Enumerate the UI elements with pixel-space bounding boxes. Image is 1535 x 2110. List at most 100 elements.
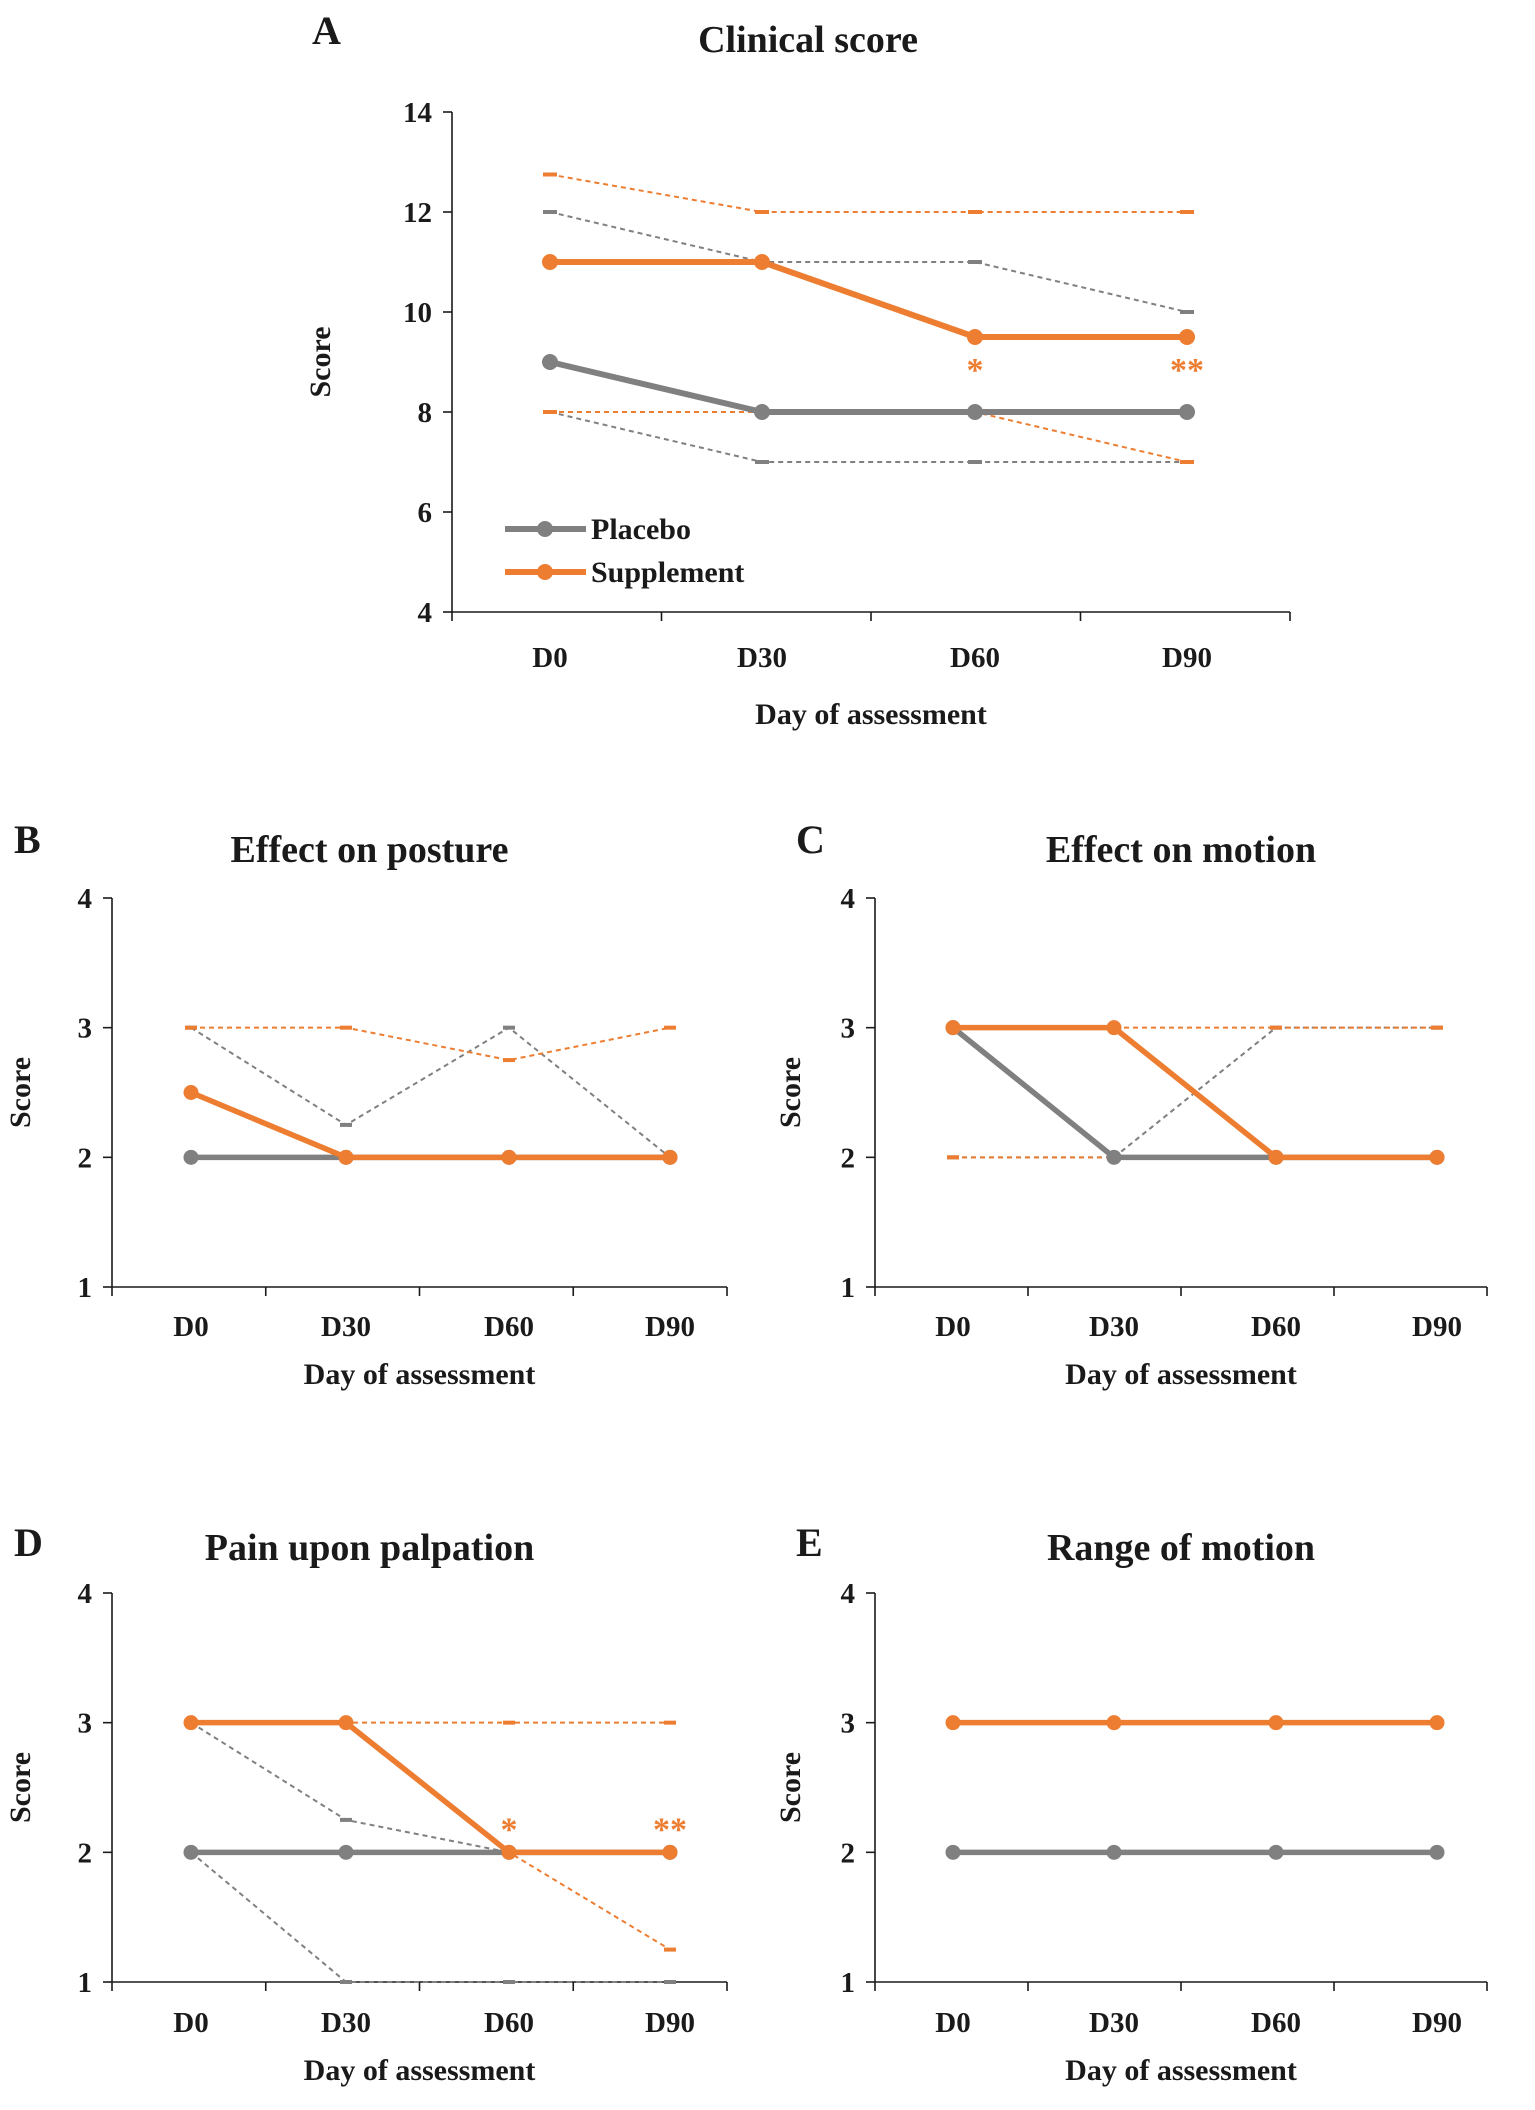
x-tick-label: D30 — [321, 2007, 371, 2039]
supplement-point — [967, 329, 983, 345]
y-axis-label: Score — [304, 326, 337, 397]
placebo-point — [1268, 1844, 1284, 1860]
x-tick-label: D90 — [1162, 642, 1212, 674]
supplement-point — [501, 1844, 517, 1860]
y-tick-label: 2 — [841, 1837, 856, 1869]
y-tick-label: 1 — [78, 1272, 93, 1304]
x-tick-label: D60 — [484, 1311, 534, 1343]
chart-title: Range of motion — [1047, 1527, 1315, 1569]
y-tick-label: 4 — [418, 597, 433, 629]
supplement-point — [754, 254, 770, 270]
placebo-point — [183, 1844, 199, 1860]
y-tick-label: 3 — [78, 1708, 93, 1740]
x-tick-label: D0 — [532, 642, 567, 674]
placebo-point — [542, 354, 558, 370]
supplement-point — [542, 254, 558, 270]
x-tick-label: D0 — [173, 1311, 208, 1343]
panel-letter: E — [796, 1520, 823, 1565]
placebo-point — [967, 404, 983, 420]
supplement-series-line — [191, 1719, 670, 1856]
placebo-lower-range-line — [190, 1851, 670, 1983]
supplement-lower-range-line — [191, 1721, 671, 1951]
panel-d: D Pain upon palpation 1 2 3 4 D0 D30 D60 D90 Day o… — [4, 1520, 728, 2087]
y-tick-label: 4 — [841, 883, 856, 915]
y-tick-label: 2 — [78, 1142, 93, 1174]
x-tick-label: D30 — [1089, 1311, 1139, 1343]
placebo-upper-range-line — [190, 1026, 671, 1159]
placebo-point — [338, 1844, 354, 1860]
legend-label-placebo: Placebo — [591, 513, 691, 546]
placebo-point — [754, 404, 770, 420]
x-tick-label: D90 — [1412, 2007, 1462, 2039]
supplement-point — [183, 1715, 199, 1731]
panel-a: A Clinical score 4 6 8 10 12 14 D0 D30 D60 D90 Day o… — [304, 8, 1291, 731]
y-tick-label: 14 — [403, 97, 432, 129]
supplement-point — [945, 1715, 961, 1731]
supplement-upper-range-line — [549, 173, 1187, 213]
x-tick-label: D60 — [1251, 1311, 1301, 1343]
y-tick-label: 4 — [78, 883, 93, 915]
y-tick-label: 3 — [841, 1708, 856, 1740]
supplement-series-line — [953, 1024, 1437, 1161]
x-tick-label: D90 — [1412, 1311, 1462, 1343]
supplement-upper-range-line — [191, 1026, 671, 1062]
placebo-point — [945, 1844, 961, 1860]
supplement-point — [338, 1715, 354, 1731]
y-tick-label: 6 — [418, 497, 433, 529]
supplement-point — [1268, 1715, 1284, 1731]
supplement-point — [1429, 1149, 1445, 1165]
chart-title: Clinical score — [698, 19, 918, 61]
x-tick-label: D90 — [645, 2007, 695, 2039]
supplement-point — [1106, 1020, 1122, 1036]
supplement-point — [501, 1149, 517, 1165]
y-tick-label: 2 — [78, 1837, 93, 1869]
x-axis-label: Day of assessment — [1065, 1358, 1297, 1391]
significance-marker: * — [967, 352, 984, 389]
x-axis-label: Day of assessment — [304, 2054, 536, 2087]
y-tick-label: 4 — [78, 1578, 93, 1610]
y-tick-label: 3 — [78, 1013, 93, 1045]
y-tick-label: 1 — [841, 1272, 856, 1304]
x-tick-label: D0 — [935, 1311, 970, 1343]
supplement-point — [1429, 1715, 1445, 1731]
x-tick-label: D60 — [950, 642, 1000, 674]
supplement-series-line — [550, 259, 1187, 340]
supplement-point — [1179, 329, 1195, 345]
panel-c: C Effect on motion 1 2 3 4 D0 D30 D60 D90 Day of a… — [774, 817, 1488, 1391]
x-axis-label: Day of assessment — [1065, 2054, 1297, 2087]
supplement-point — [183, 1085, 199, 1100]
y-tick-label: 12 — [403, 197, 432, 229]
supplement-point — [338, 1149, 354, 1165]
supplement-lower-range-line — [550, 411, 1188, 463]
y-axis-label: Score — [774, 1057, 807, 1128]
x-tick-label: D60 — [1251, 2007, 1301, 2039]
significance-marker: ** — [653, 1811, 687, 1848]
chart-title: Pain upon palpation — [205, 1527, 534, 1569]
y-tick-label: 10 — [403, 297, 432, 329]
panel-letter: B — [14, 817, 41, 862]
panel-b: B Effect on posture 1 2 3 4 D0 D30 D60 D90 Day of … — [4, 817, 728, 1391]
y-tick-label: 4 — [841, 1578, 856, 1610]
supplement-point — [1106, 1715, 1122, 1731]
x-tick-label: D30 — [1089, 2007, 1139, 2039]
supplement-point — [1268, 1149, 1284, 1165]
y-axis-label: Score — [4, 1752, 37, 1823]
supplement-point — [662, 1149, 678, 1165]
x-tick-label: D30 — [737, 642, 787, 674]
supplement-point — [662, 1844, 678, 1860]
y-tick-label: 1 — [841, 1967, 856, 1999]
placebo-point — [183, 1149, 199, 1165]
placebo-upper-range-line — [190, 1721, 670, 1854]
y-tick-label: 1 — [78, 1967, 93, 1999]
x-tick-label: D0 — [935, 2007, 970, 2039]
legend: Placebo Supplement — [505, 513, 744, 589]
legend-swatch-marker — [537, 521, 553, 537]
legend-label-supplement: Supplement — [591, 556, 744, 589]
y-tick-label: 3 — [841, 1013, 856, 1045]
significance-marker: * — [501, 1811, 518, 1848]
y-tick-label: 8 — [418, 397, 433, 429]
placebo-upper-range-line — [549, 211, 1188, 313]
y-axis-label: Score — [4, 1057, 37, 1128]
legend-swatch-marker — [537, 564, 553, 580]
